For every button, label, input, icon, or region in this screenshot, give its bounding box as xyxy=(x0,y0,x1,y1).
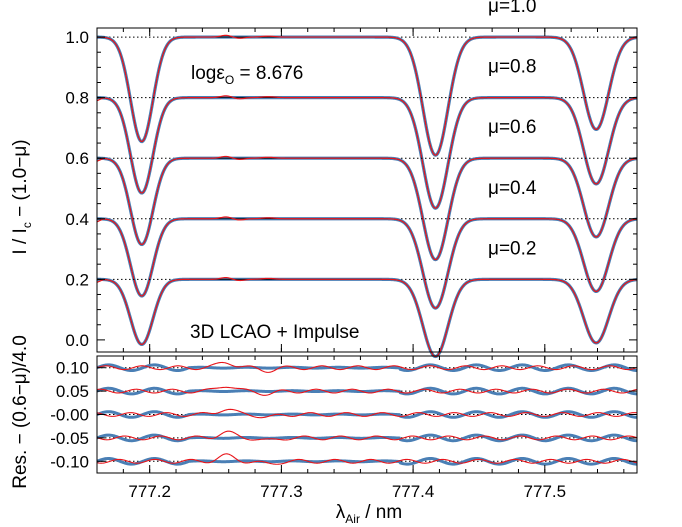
model-profile-mu-0.2 xyxy=(96,276,638,358)
residual-observed-line xyxy=(96,456,638,466)
reference-profile-mu-0.8 xyxy=(96,97,638,209)
bottom-panel-residuals xyxy=(96,361,638,466)
abundance-annotation: logεO = 8.676 xyxy=(191,63,303,87)
x-tick-label: 777.2 xyxy=(128,482,171,501)
reference-profile-mu-0.2 xyxy=(96,278,638,357)
model-annotation: 3D LCAO + Impulse xyxy=(190,322,360,343)
bottom-y-axis-title: Res. − (0.6−μ)/4.0 xyxy=(10,335,31,489)
top-y-tick-label: 0.2 xyxy=(65,270,89,289)
bottom-y-tick-label: -0.10 xyxy=(50,452,89,471)
model-profile-mu-0.6 xyxy=(96,155,638,261)
top-y-axis-title: I / Ic − (1.0−μ) xyxy=(10,139,34,254)
mu-label: μ=0.2 xyxy=(488,238,536,259)
x-tick-label: 777.3 xyxy=(260,482,303,501)
bottom-y-tick-label: 0.05 xyxy=(56,382,89,401)
residual-observed-line xyxy=(96,410,638,419)
model-profile-mu-0.8 xyxy=(96,95,638,209)
top-y-tick-label: 0.4 xyxy=(65,210,89,229)
mu-label: μ=0.6 xyxy=(488,117,536,138)
top-panel-profiles: μ=1.0 μ=0.8 μ=0.6 μ=0.4 μ=0.2 xyxy=(96,0,638,359)
observed-profile-mu-0.4 xyxy=(96,217,638,310)
top-y-tick-label: 0.8 xyxy=(65,89,89,108)
top-plot-frame xyxy=(96,27,638,353)
model-profile-mu-0.4 xyxy=(96,216,638,309)
top-y-tick-label: 0.0 xyxy=(65,331,89,350)
residual-observed-line xyxy=(96,386,638,396)
residual-model-line xyxy=(96,453,638,465)
residual-model-line xyxy=(96,408,638,419)
residual-model-line xyxy=(96,361,638,373)
mu-label: μ=0.8 xyxy=(488,57,536,78)
x-tick-label: 777.5 xyxy=(524,482,567,501)
reference-profile-mu-0.4 xyxy=(96,218,638,309)
mu-label: μ=0.4 xyxy=(488,178,537,199)
bottom-y-tick-label: -0.05 xyxy=(50,429,89,448)
residual-model-line xyxy=(96,386,638,396)
x-tick-label: 777.4 xyxy=(392,482,435,501)
observed-profile-mu-0.6 xyxy=(96,156,638,262)
observed-profile-mu-0.8 xyxy=(96,96,638,210)
residual-model-line xyxy=(96,430,638,441)
observed-profile-mu-0.2 xyxy=(96,277,638,359)
bottom-y-tick-label: 0.10 xyxy=(56,359,89,378)
model-profile-mu-1 xyxy=(96,34,638,156)
reference-profile-mu-0.6 xyxy=(96,157,638,261)
x-axis-title: λAir / nm xyxy=(336,502,402,526)
bottom-y-tick-label: -0.00 xyxy=(50,406,89,425)
top-y-tick-label: 1.0 xyxy=(65,28,89,47)
top-y-tick-label: 0.6 xyxy=(65,149,89,168)
mu-label: μ=1.0 xyxy=(488,0,536,17)
